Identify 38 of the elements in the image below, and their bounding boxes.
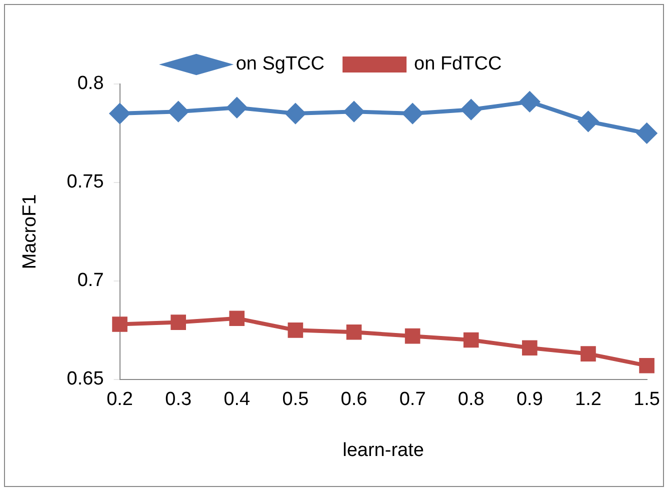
x-tick-label: 1.2: [575, 389, 602, 410]
point: [112, 316, 128, 332]
y-axis-title: MacroF1: [20, 194, 41, 270]
y-tick-label: 0.65: [66, 368, 104, 390]
x-tick-label: 1.5: [634, 389, 660, 410]
legend-label: on SgTCC: [236, 54, 325, 75]
x-axis-title: learn-rate: [342, 440, 424, 461]
point: [346, 324, 362, 340]
point: [170, 314, 186, 330]
point: [404, 328, 420, 344]
point: [636, 123, 657, 144]
point: [463, 332, 479, 348]
point: [639, 358, 654, 374]
point: [110, 104, 130, 124]
point: [344, 102, 364, 122]
point: [168, 102, 188, 122]
legend-label: on FdTCC: [414, 54, 502, 75]
y-tick-label: 0.8: [77, 73, 104, 94]
x-tick-label: 0.7: [399, 389, 426, 410]
x-tick-label: 0.9: [516, 389, 543, 410]
x-tick-label: 0.4: [224, 389, 251, 410]
point: [578, 111, 598, 132]
point: [580, 346, 596, 362]
x-tick-label: 0.5: [282, 389, 309, 410]
x-tick-label: 0.8: [458, 389, 484, 410]
point: [522, 340, 538, 356]
point: [520, 92, 540, 112]
point: [226, 98, 247, 118]
x-tick-label: 0.3: [165, 389, 192, 410]
y-tick-label: 0.75: [66, 172, 104, 193]
y-tick-label: 0.7: [77, 270, 104, 292]
point: [461, 100, 482, 120]
x-tick-label: 0.2: [106, 389, 133, 410]
point: [402, 104, 423, 124]
point: [229, 310, 245, 326]
point: [288, 322, 304, 338]
x-tick-label: 0.6: [340, 389, 368, 410]
point: [285, 104, 306, 124]
